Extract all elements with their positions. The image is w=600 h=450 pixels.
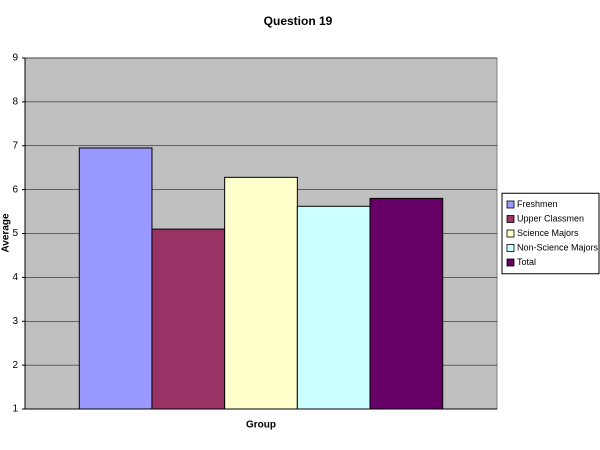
bar [224,176,298,410]
bar [369,197,444,410]
legend-swatch [506,200,515,209]
y-tick-label: 4 [12,272,18,283]
legend-swatch [506,229,515,238]
legend-label: Freshmen [517,199,558,209]
y-tick-label: 5 [12,228,18,239]
legend-swatch [506,258,515,267]
y-tick-label: 1 [12,404,18,415]
y-tick-label: 6 [12,184,18,195]
y-tick-label: 8 [12,97,18,108]
bar [151,228,226,410]
x-axis-title: Group [246,420,276,431]
legend-label: Non-Science Majors [517,242,599,252]
y-tick-label: 9 [12,53,18,64]
legend-box [501,192,600,275]
legend-swatch [506,215,515,223]
legend-label: Science Majors [517,228,579,238]
y-tick-label: 2 [12,360,18,371]
legend-label: Upper Classmen [517,213,584,223]
y-tick-label: 7 [12,140,18,151]
legend-label: Total [517,257,536,267]
legend-swatch [506,244,515,252]
y-tick-label: 3 [12,316,18,327]
chart-title: Question 19 [264,14,333,28]
bar [78,147,153,410]
y-axis-title: Average [1,213,12,253]
bar [296,205,371,410]
